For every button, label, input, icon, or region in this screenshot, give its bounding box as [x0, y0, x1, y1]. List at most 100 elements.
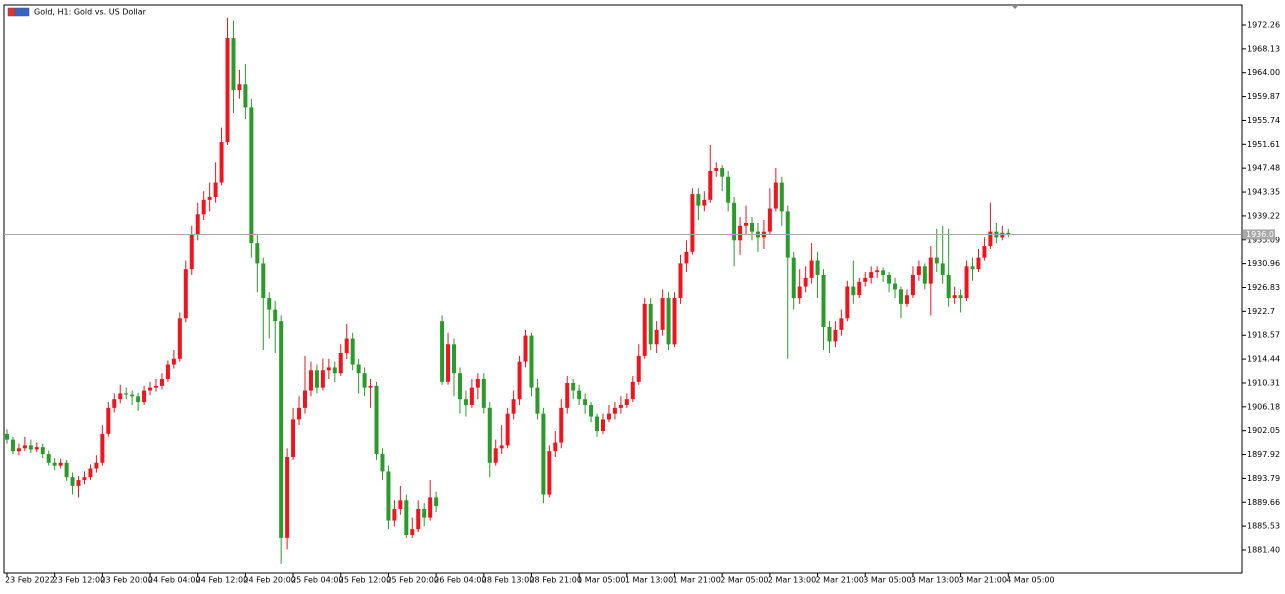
x-tick-label: 25 Feb 04:00	[291, 576, 343, 585]
candle-body	[821, 274, 826, 327]
candle-body	[899, 289, 903, 304]
candle-body	[380, 454, 385, 472]
candle-body	[177, 318, 182, 359]
candle-body	[404, 500, 409, 535]
candle-body	[583, 399, 588, 405]
candle-body	[452, 344, 456, 374]
candle-body	[666, 298, 671, 345]
candle-body	[374, 385, 379, 455]
candle-body	[34, 447, 39, 450]
candle-body	[732, 202, 737, 241]
last-price-label: 1936.01	[1246, 230, 1279, 239]
candle-body	[720, 168, 725, 177]
candle-body	[958, 295, 963, 299]
candle-body	[469, 387, 474, 405]
candle-body	[493, 448, 498, 463]
candle-body	[261, 263, 266, 299]
candle-body	[601, 419, 605, 431]
candle-body	[428, 497, 433, 518]
candle-body	[106, 407, 111, 434]
x-tick-label: 23 Feb 2022	[5, 576, 55, 585]
candle-body	[219, 142, 224, 183]
candle-body	[386, 471, 391, 521]
candle-body	[916, 266, 921, 275]
candle-body	[499, 445, 504, 449]
candle-body	[16, 448, 21, 452]
candle-body	[434, 497, 439, 507]
y-tick-label: 1910.31	[1247, 378, 1280, 387]
y-tick-label: 1947.48	[1247, 164, 1280, 173]
candle-body	[338, 352, 343, 374]
last-price-box	[1243, 229, 1275, 240]
x-tick-label: 24 Feb 04:00	[148, 576, 200, 585]
candle-body	[195, 214, 200, 235]
x-tick-label: 25 Feb 20:00	[386, 576, 438, 585]
candle-body	[827, 326, 832, 342]
candle-body	[356, 364, 361, 374]
y-tick-label: 1889.66	[1247, 498, 1280, 507]
candle-body	[148, 387, 153, 391]
y-tick-label: 1918.57	[1247, 331, 1280, 340]
candle-body	[475, 378, 480, 388]
candle-body	[344, 338, 349, 353]
candle-body	[243, 84, 248, 108]
candle-body	[833, 329, 838, 342]
candle-body	[46, 454, 51, 463]
candle-body	[684, 251, 689, 264]
candle-body	[76, 480, 81, 486]
x-tick-label: 3 Mar 13:00	[911, 576, 959, 585]
candle-body	[547, 451, 552, 495]
x-tick-label: 2 Mar 05:00	[720, 576, 768, 585]
candle-body	[767, 208, 772, 232]
y-tick-label: 1959.87	[1247, 92, 1280, 101]
candle-body	[249, 107, 254, 244]
y-tick-label: 1914.44	[1247, 355, 1280, 364]
candle-body	[976, 257, 981, 270]
candle-body	[559, 407, 564, 443]
candle-body	[851, 286, 856, 296]
x-tick-label: 24 Feb 12:00	[196, 576, 248, 585]
candle-body	[231, 38, 236, 91]
candle-body	[797, 286, 802, 299]
y-tick-label: 1935.09	[1247, 235, 1280, 244]
candle-body	[606, 413, 611, 420]
y-tick-label: 1885.53	[1247, 522, 1280, 531]
candle-body	[863, 277, 868, 282]
candle-body	[541, 413, 546, 495]
y-tick-label: 1897.92	[1247, 450, 1280, 459]
candles	[5, 17, 1011, 564]
candle-body	[94, 462, 99, 469]
y-tick-label: 1893.79	[1247, 474, 1280, 483]
candle-body	[297, 407, 302, 420]
candle-body	[672, 298, 677, 345]
candle-body	[398, 500, 403, 509]
candle-body	[642, 303, 647, 356]
candle-body	[505, 413, 510, 446]
candle-body	[112, 399, 117, 408]
candle-body	[893, 283, 898, 290]
x-tick-label: 25 Feb 12:00	[339, 576, 391, 585]
candle-body	[690, 194, 695, 252]
candle-body	[82, 477, 87, 481]
x-tick-label: 1 Mar 05:00	[577, 576, 625, 585]
candle-body	[803, 277, 808, 287]
candle-body	[273, 309, 278, 322]
candle-body	[511, 399, 516, 414]
candle-body	[392, 508, 397, 521]
y-tick-label: 1902.05	[1247, 426, 1280, 435]
x-tick-label: 26 Feb 04:00	[434, 576, 486, 585]
candle-body	[660, 298, 665, 330]
candle-body	[100, 433, 105, 463]
candle-body	[171, 358, 176, 365]
candle-body	[189, 234, 194, 270]
candle-body	[422, 508, 427, 518]
x-tick-label: 23 Feb 20:00	[100, 576, 152, 585]
y-tick-label: 1951.61	[1247, 140, 1280, 149]
candle-body	[869, 272, 874, 278]
candle-body	[70, 477, 75, 486]
candle-body	[654, 329, 659, 345]
candle-body	[618, 404, 623, 408]
candle-body	[130, 394, 135, 397]
candle-body	[58, 462, 63, 466]
